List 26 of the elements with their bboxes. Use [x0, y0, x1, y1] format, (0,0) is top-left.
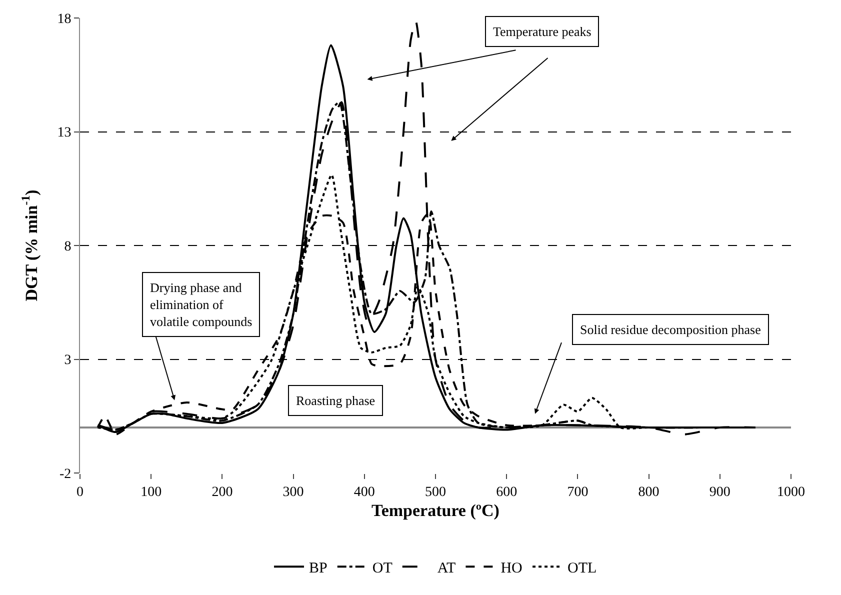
- x-tick-label: 0: [76, 484, 84, 500]
- x-tick-label: 400: [354, 484, 375, 500]
- x-tick-label: 300: [282, 484, 304, 500]
- x-tick-label: 100: [140, 484, 162, 500]
- x-tick-label: 200: [212, 484, 233, 500]
- legend-label: OTL: [568, 560, 597, 576]
- legend-label: OT: [372, 560, 392, 576]
- y-tick-label: 13: [57, 126, 72, 141]
- y-tick-label: 18: [57, 12, 72, 27]
- legend-label: HO: [500, 560, 523, 576]
- x-tick-label: 500: [425, 484, 446, 500]
- y-tick-label: -2: [60, 466, 72, 482]
- x-tick-label: 1000: [777, 484, 805, 500]
- x-tick-label: 900: [709, 484, 730, 500]
- legend-label: AT: [437, 560, 456, 576]
- x-tick-label: 600: [496, 484, 518, 500]
- annotation: Solid residue decomposition phase: [580, 322, 762, 337]
- y-tick-label: 3: [64, 353, 72, 368]
- annotation: Drying phase and elimination of volatile compounds: [150, 280, 252, 329]
- x-axis-title: Temperature (ºC): [372, 501, 500, 520]
- annotation: Roasting phase: [296, 393, 376, 408]
- annotation: Temperature peaks: [493, 24, 592, 39]
- y-tick-label: 8: [64, 239, 72, 254]
- x-tick-label: 700: [567, 484, 588, 500]
- x-tick-label: 800: [638, 484, 660, 500]
- legend-label: BP: [309, 560, 328, 576]
